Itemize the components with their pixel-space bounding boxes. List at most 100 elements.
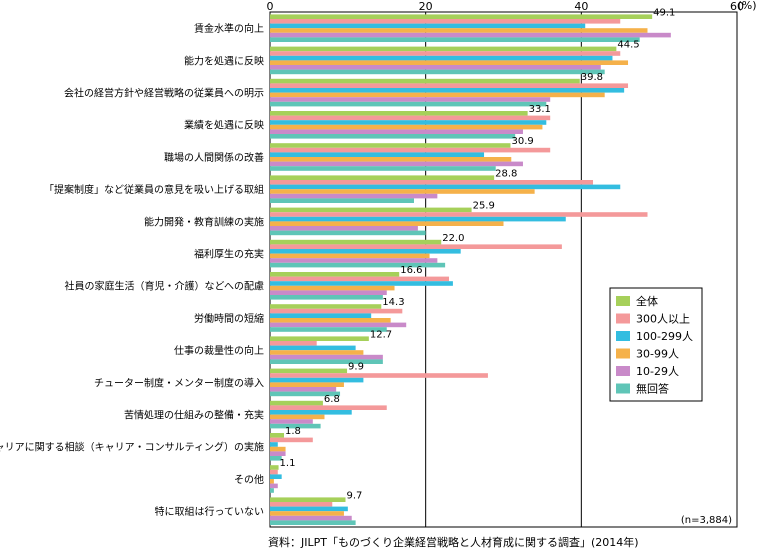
legend-swatch [616,331,630,341]
bar [270,479,274,484]
bar [270,405,387,410]
bar [270,78,580,84]
category-label: 「提案制度」など従業員の意見を吸い上げる取組 [44,183,264,196]
bar [270,83,629,88]
category-label: 社員の家庭生活（育児・介護）などへの配慮 [65,280,265,293]
sample-size-note: (n=3,884) [681,515,732,526]
bar [270,290,387,295]
bar [270,258,438,263]
bar [270,221,504,226]
bar [270,308,403,314]
source-note: 資料：JILPT「ものづくり企業経営戦略と人材育成に関する調査」(2014年) [268,535,639,549]
bar [270,101,547,107]
bar [270,60,629,65]
data-label: 16.6 [400,265,422,276]
bar [270,253,430,259]
bar [270,469,278,475]
category-label: 労働時間の短縮 [194,312,264,325]
bar [270,506,348,512]
bar [270,322,407,328]
bar [270,23,586,29]
bar [270,456,282,461]
bar [270,157,512,162]
bar [270,465,279,470]
category-labels: 賃金水準の向上能力を処遇に反映会社の経営方針や経営戦略の従業員への明示業績を処遇… [0,22,264,518]
bar [270,193,438,199]
bar [270,14,653,19]
bar [270,377,364,383]
bar [270,285,395,291]
legend-label: 10-29人 [636,365,679,378]
category-label: 仕事の裁量性の向上 [174,344,264,357]
bar [270,120,547,125]
legend-swatch [616,348,630,359]
bar [270,32,671,38]
bar [270,400,323,406]
legend-label: 300人以上 [636,313,690,326]
bar [270,382,344,387]
plot-frame [269,11,738,528]
legend-swatch [616,366,630,376]
bar [270,295,383,300]
category-label: 業績を処遇に反映 [184,119,264,132]
category-label: 特に取組は行っていない [155,505,265,518]
bar [270,520,356,525]
bar [270,19,621,24]
bar [270,318,391,323]
bar [270,226,418,231]
bar [270,483,278,489]
bar [270,433,285,438]
bar [270,410,352,415]
bar [270,184,621,190]
bar [270,134,516,139]
category-label: キャリアに関する相談（キャリア・コンサルティング）の実施 [0,441,264,454]
bar [270,350,364,355]
bar [270,111,528,116]
legend-label: 30-99人 [636,348,679,361]
bar [270,198,414,203]
data-label: 9.7 [346,490,362,501]
bar [270,124,543,130]
bar [270,387,337,392]
data-label: 1.1 [280,458,296,469]
legend-swatch [616,383,630,394]
x-tick-labels: 0 20 40 60 [267,0,745,13]
bar [270,166,496,171]
bar [270,327,387,332]
bar [270,147,551,153]
bar [270,515,352,521]
bar [270,511,344,516]
bar [270,488,274,493]
bar [270,65,601,70]
data-label: 1.8 [285,426,301,437]
data-label: 25.9 [473,201,495,212]
bar [270,180,594,185]
bar [270,152,485,157]
data-label: 9.9 [348,362,364,373]
category-label: 賃金水準の向上 [194,22,264,35]
x-tick-label: 20 [419,0,433,13]
bar [270,437,313,443]
category-label: 福利厚生の充実 [194,248,264,261]
bar [270,391,341,397]
bar [270,55,613,61]
bar [270,143,511,148]
legend-swatch [616,296,630,306]
bar [270,474,282,479]
x-tick-label: 40 [574,0,588,13]
data-label: 12.7 [370,329,392,340]
category-label: 能力開発・教育訓練の実施 [144,215,264,228]
bar [270,272,400,277]
bar [270,37,640,42]
bar [270,189,535,194]
bar [270,175,495,180]
legend-swatch [616,313,630,324]
bar [270,304,382,309]
legend-label: 100-299人 [636,330,693,343]
category-label: チューター制度・メンター制度の導入 [94,376,264,389]
bar [270,212,648,217]
data-label: 44.5 [617,40,639,51]
data-label: 33.1 [529,104,551,115]
